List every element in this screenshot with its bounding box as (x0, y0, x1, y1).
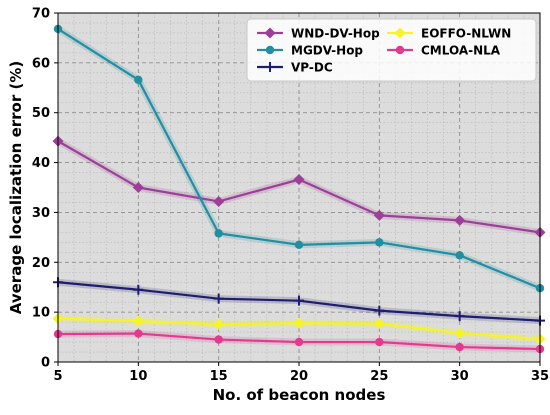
legend-label: MGDV-Hop (291, 44, 363, 58)
legend-label: VP-DC (291, 61, 333, 75)
y-axis-label: Average localization error (%) (7, 61, 25, 314)
data-point (133, 284, 144, 295)
legend-label: WND-DV-Hop (291, 27, 380, 41)
legend-label: CMLOA-NLA (421, 44, 501, 58)
legend-marker (394, 27, 406, 39)
data-point (294, 295, 304, 306)
x-tick-label: 30 (451, 369, 469, 384)
data-point (375, 337, 384, 347)
y-tick-label: 0 (41, 356, 50, 371)
data-point (214, 335, 223, 344)
y-tick-label: 50 (32, 106, 50, 121)
data-point (293, 317, 305, 329)
x-tick-label: 10 (129, 369, 147, 384)
data-point (213, 293, 224, 304)
legend-marker (395, 45, 405, 55)
y-tick-label: 60 (32, 56, 50, 71)
legend-label: EOFFO-NLWN (421, 27, 511, 41)
x-tick-label: 20 (290, 369, 308, 384)
data-point (134, 329, 143, 338)
minor-grid (58, 13, 540, 362)
y-tick-label: 20 (32, 256, 50, 271)
data-point (454, 214, 466, 226)
legend-marker (264, 27, 276, 39)
data-point (134, 75, 143, 85)
data-point (213, 318, 225, 330)
data-point (213, 195, 225, 207)
y-tick-label: 30 (32, 206, 50, 221)
data-point (294, 240, 304, 250)
x-tick-label: 5 (53, 369, 62, 384)
data-point (132, 315, 144, 327)
data-point (214, 229, 223, 238)
y-tick-label: 70 (32, 7, 50, 22)
x-tick-label: 35 (531, 369, 549, 384)
legend: WND-DV-Hop MGDV-Hop VP-DC EOFFO-NLWN CMLOA-N… (246, 18, 537, 82)
data-point (454, 311, 465, 322)
x-tick-label: 25 (370, 369, 388, 384)
data-point (455, 342, 464, 352)
data-point (455, 251, 464, 260)
data-point (132, 182, 144, 193)
data-point (375, 238, 384, 247)
data-point (454, 327, 466, 339)
data-point (373, 209, 385, 221)
y-tick-label: 40 (32, 156, 50, 171)
data-point (293, 174, 305, 186)
x-tick-label: 15 (210, 369, 228, 384)
y-tick-label: 10 (32, 306, 50, 321)
data-point (373, 318, 385, 330)
legend-marker (265, 45, 275, 55)
legend-marker (265, 62, 275, 72)
data-point (294, 337, 304, 347)
data-point (374, 305, 385, 316)
x-axis-label: No. of beacon nodes (213, 386, 386, 404)
